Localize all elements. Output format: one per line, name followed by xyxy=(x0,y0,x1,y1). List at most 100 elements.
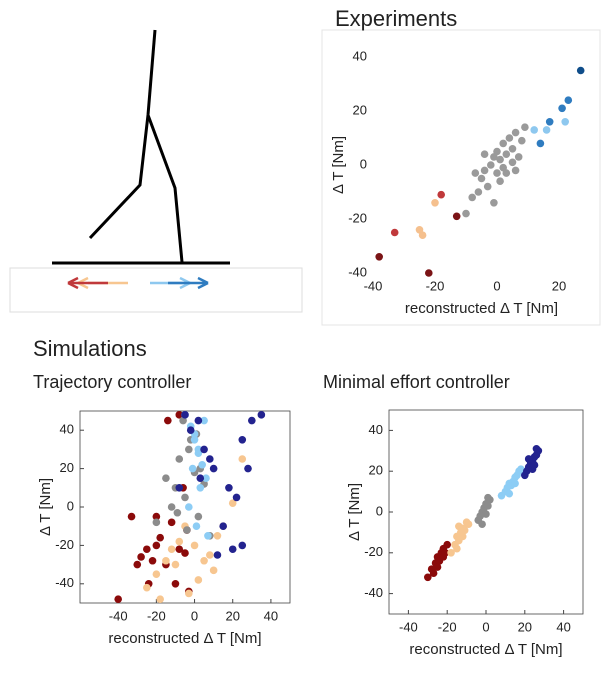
point xyxy=(443,540,452,549)
point xyxy=(468,193,477,202)
point xyxy=(194,512,203,521)
y-tick-label: 0 xyxy=(67,498,74,513)
point xyxy=(156,595,164,603)
point xyxy=(232,493,241,502)
point xyxy=(447,549,455,557)
point xyxy=(496,177,504,185)
point xyxy=(474,188,483,196)
y-tick-label: -20 xyxy=(364,544,383,559)
point xyxy=(424,573,432,582)
stick-figure xyxy=(52,29,230,265)
point xyxy=(200,556,208,565)
y-tick-label: 40 xyxy=(60,422,74,437)
point xyxy=(175,537,184,546)
x-tick-label: -20 xyxy=(147,608,166,623)
chart-title: Minimal effort controller xyxy=(323,372,510,392)
x-axis-label: reconstructed Δ T [Nm] xyxy=(409,641,562,658)
point xyxy=(480,150,489,158)
point xyxy=(164,416,172,425)
point xyxy=(173,508,182,517)
y-axis-label: Δ T [Nm] xyxy=(37,478,54,536)
point xyxy=(429,569,438,577)
x-tick-label: 40 xyxy=(264,608,278,623)
point xyxy=(181,549,189,557)
point xyxy=(502,169,511,177)
y-tick-label: -40 xyxy=(364,585,383,600)
point xyxy=(192,522,201,530)
point xyxy=(483,182,492,191)
point xyxy=(152,518,161,527)
point xyxy=(190,436,199,444)
y-tick-label: -20 xyxy=(55,537,74,552)
axes-box xyxy=(79,410,291,604)
point xyxy=(185,503,193,511)
x-tick-label: -20 xyxy=(426,278,445,293)
direction-arrows xyxy=(67,276,209,290)
x-tick-label: 0 xyxy=(191,608,198,623)
point xyxy=(493,147,501,156)
point xyxy=(171,580,180,588)
point xyxy=(455,522,463,531)
point xyxy=(200,416,208,425)
chart-title: Experiments xyxy=(335,6,457,31)
point xyxy=(181,411,189,419)
chart-title: Trajectory controller xyxy=(33,372,191,392)
point xyxy=(480,166,489,175)
point xyxy=(514,153,523,161)
point xyxy=(185,445,193,454)
x-tick-label: -40 xyxy=(399,619,418,634)
point xyxy=(209,464,218,473)
point xyxy=(487,161,495,169)
point xyxy=(190,541,199,550)
point xyxy=(148,556,157,565)
y-tick-label: -20 xyxy=(348,210,367,225)
x-tick-label: 40 xyxy=(556,619,570,634)
experiments-frame xyxy=(321,29,601,326)
point xyxy=(196,484,205,492)
point xyxy=(524,455,533,463)
point xyxy=(458,532,467,541)
point xyxy=(536,139,545,148)
point xyxy=(375,252,384,261)
point xyxy=(196,474,205,483)
y-tick-label: 20 xyxy=(60,460,74,475)
x-tick-label: -40 xyxy=(109,608,128,623)
point xyxy=(518,136,526,145)
point xyxy=(175,484,184,492)
section-heading: Simulations xyxy=(33,336,147,361)
point xyxy=(238,436,247,444)
point xyxy=(186,426,195,435)
point xyxy=(162,556,170,565)
point xyxy=(213,551,222,559)
point xyxy=(162,474,170,483)
point xyxy=(143,545,151,554)
point xyxy=(198,460,206,469)
point xyxy=(508,158,517,167)
point xyxy=(558,104,566,113)
point xyxy=(530,126,538,134)
point xyxy=(517,465,525,473)
y-tick-label: 40 xyxy=(369,422,383,437)
point xyxy=(194,576,203,584)
point xyxy=(175,545,184,554)
point xyxy=(114,595,122,603)
point xyxy=(433,563,442,571)
point xyxy=(194,416,203,425)
point xyxy=(576,66,585,75)
point xyxy=(425,269,433,277)
point xyxy=(200,445,208,454)
point xyxy=(204,532,212,540)
x-tick-label: 0 xyxy=(493,278,500,293)
point xyxy=(511,166,520,175)
point xyxy=(213,532,222,540)
point xyxy=(462,209,470,218)
point xyxy=(542,126,551,134)
point xyxy=(156,533,164,542)
point xyxy=(202,474,210,483)
y-tick-label: 0 xyxy=(360,156,367,171)
point xyxy=(143,583,151,592)
point xyxy=(179,416,187,425)
point xyxy=(152,512,161,521)
y-tick-label: -40 xyxy=(55,575,74,590)
point xyxy=(477,174,486,183)
